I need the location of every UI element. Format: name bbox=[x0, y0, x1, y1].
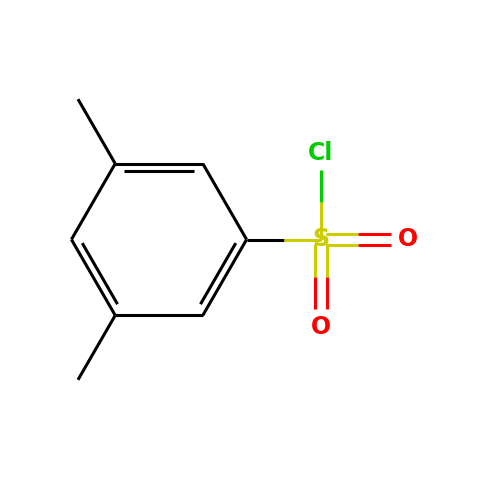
Text: S: S bbox=[312, 228, 330, 251]
Text: O: O bbox=[398, 228, 418, 251]
Text: O: O bbox=[311, 315, 331, 339]
Text: Cl: Cl bbox=[308, 141, 334, 165]
